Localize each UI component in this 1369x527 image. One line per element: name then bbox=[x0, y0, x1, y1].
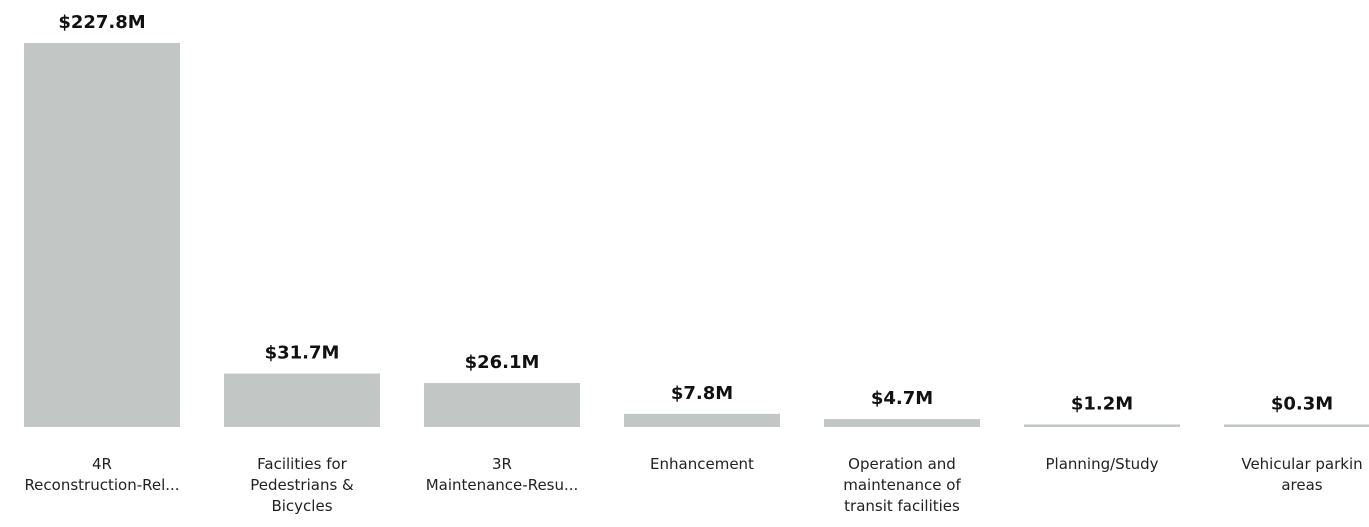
category-label: 3R Maintenance-Resu... bbox=[426, 455, 579, 494]
category-label-line: Operation and bbox=[848, 455, 956, 473]
category-label-line: maintenance of bbox=[843, 476, 961, 494]
bar-5[interactable] bbox=[824, 419, 980, 427]
category-label-line: Vehicular parkin bbox=[1241, 455, 1362, 473]
category-label-line: areas bbox=[1281, 476, 1322, 494]
category-label: 4R Reconstruction-Rel... bbox=[24, 455, 179, 494]
bar-7[interactable] bbox=[1224, 424, 1369, 428]
value-labels-group: $227.8M $31.7M $26.1M $7.8M $4.7M $1.2M $0.3M bbox=[58, 12, 1333, 415]
bar-value-label: $0.3M bbox=[1271, 394, 1333, 415]
category-label: Vehicular parkin areas bbox=[1241, 455, 1362, 494]
bar-4[interactable] bbox=[624, 413, 780, 427]
category-label: Operation and maintenance of transit facil… bbox=[843, 455, 961, 515]
category-label-line: Reconstruction-Rel... bbox=[24, 476, 179, 494]
category-label-line: Planning/Study bbox=[1046, 455, 1159, 473]
category-label-line: 3R bbox=[492, 455, 512, 473]
bar-1[interactable] bbox=[24, 43, 180, 427]
category-label: Planning/Study bbox=[1046, 455, 1159, 473]
bar-3[interactable] bbox=[424, 383, 580, 427]
category-labels-group: 4R Reconstruction-Rel... Facilities for Ped… bbox=[24, 455, 1362, 515]
category-label: Enhancement bbox=[650, 455, 754, 473]
bar-2[interactable] bbox=[224, 373, 380, 427]
bar-value-label: $4.7M bbox=[871, 388, 933, 409]
category-label-line: transit facilities bbox=[844, 497, 960, 515]
category-label-line: Maintenance-Resu... bbox=[426, 476, 579, 494]
bar-value-label: $26.1M bbox=[465, 352, 540, 373]
category-label-line: Bicycles bbox=[271, 497, 332, 515]
bar-value-label: $227.8M bbox=[58, 12, 145, 33]
category-label-line: Enhancement bbox=[650, 455, 754, 473]
category-label-line: Pedestrians & bbox=[250, 476, 354, 494]
category-label-line: Facilities for bbox=[257, 455, 348, 473]
bar-value-label: $1.2M bbox=[1071, 394, 1133, 415]
bar-6[interactable] bbox=[1024, 424, 1180, 428]
bars-group bbox=[24, 43, 1369, 427]
bar-value-label: $7.8M bbox=[671, 383, 733, 404]
category-label-line: 4R bbox=[92, 455, 112, 473]
category-label: Facilities for Pedestrians & Bicycles bbox=[250, 455, 354, 515]
bar-value-label: $31.7M bbox=[265, 343, 340, 364]
